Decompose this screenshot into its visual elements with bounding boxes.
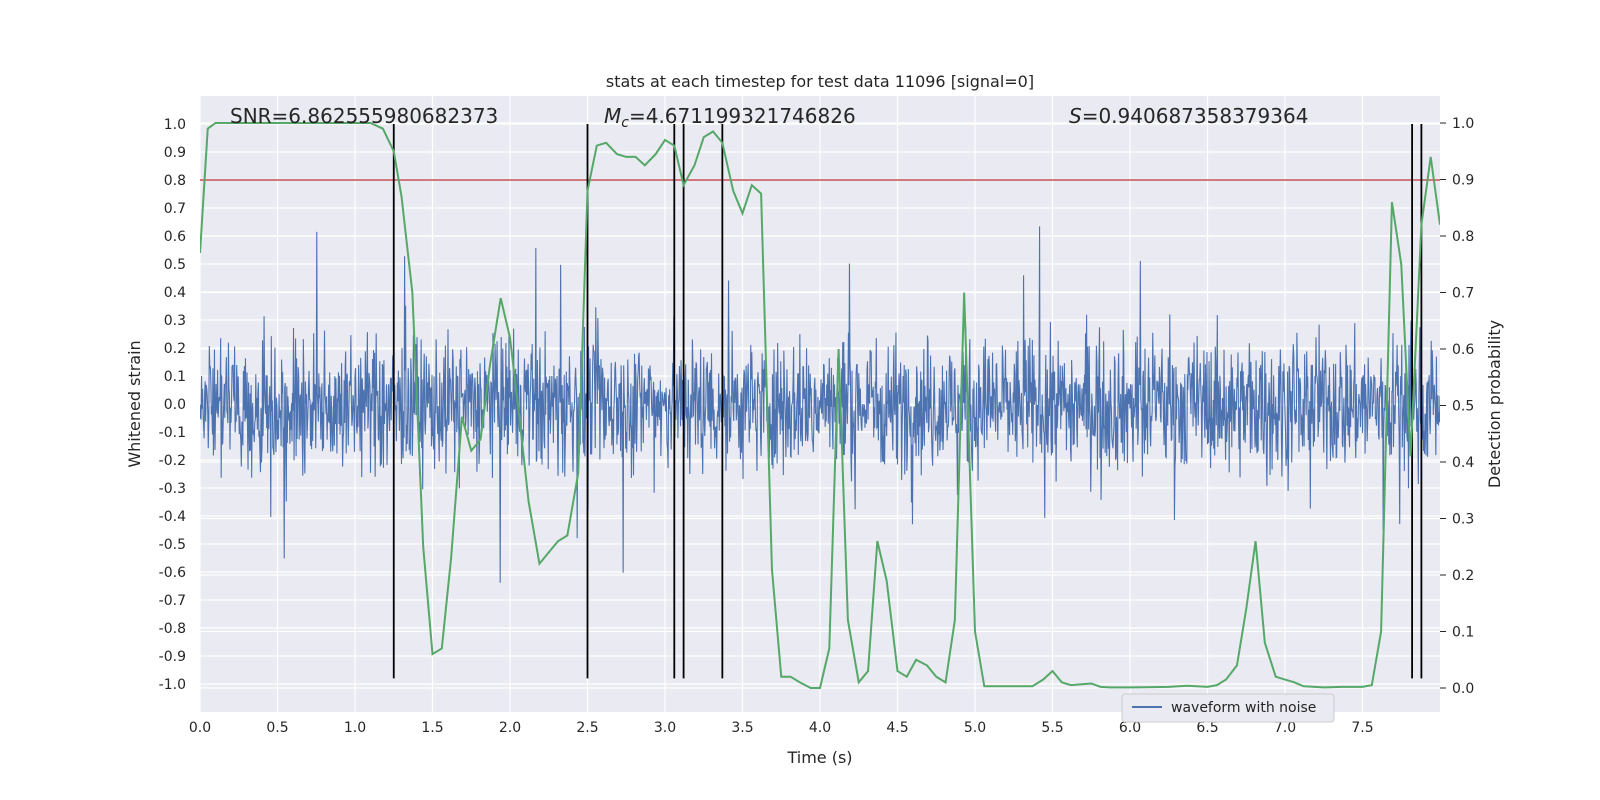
y-tick-label-left: -0.7 (159, 593, 186, 609)
x-tick-label: 0.5 (266, 720, 288, 736)
x-tick-label: 2.5 (576, 720, 598, 736)
y-tick-label-right: 0.1 (1452, 625, 1474, 641)
y-tick-label-left: 0.5 (164, 257, 186, 273)
y-tick-label-right: 0.2 (1452, 568, 1474, 584)
legend: waveform with noise (1121, 693, 1335, 723)
waveform-series (200, 226, 1440, 583)
x-axis-label: Time (s) (786, 748, 852, 767)
y-tick-label-left: -1.0 (159, 677, 186, 693)
x-tick-label: 1.5 (421, 720, 443, 736)
legend-label: waveform with noise (1171, 700, 1316, 716)
x-tick-label: 6.5 (1196, 720, 1218, 736)
x-tick-label: 6.0 (1119, 720, 1141, 736)
y-tick-label-left: 0.0 (164, 397, 186, 413)
x-tick-label: 5.5 (1041, 720, 1063, 736)
y-tick-label-right: 0.0 (1452, 681, 1474, 697)
s-annotation: S=0.940687358379364 (1069, 104, 1308, 128)
chart-title: stats at each timestep for test data 110… (606, 72, 1034, 91)
y-tick-label-left: -0.6 (159, 565, 186, 581)
y-tick-label-left: 0.8 (164, 173, 186, 189)
y-axis-label-left: Whitened strain (125, 340, 144, 467)
waveform-line (200, 226, 1440, 583)
legend-box (1121, 693, 1335, 723)
y-tick-label-left: 0.2 (164, 341, 186, 357)
y-tick-label-right: 0.4 (1452, 455, 1474, 471)
x-tick-label: 3.0 (654, 720, 676, 736)
y-tick-label-right: 0.8 (1452, 229, 1474, 245)
y-tick-label-left: -0.3 (159, 481, 186, 497)
x-tick-label: 4.0 (809, 720, 831, 736)
y-tick-label-right: 0.6 (1452, 342, 1474, 358)
x-ticks: 0.0 0.5 1.0 1.5 2.0 2.5 3.0 3.5 4.0 4.5 5.0 5.5 6.0 6… (189, 720, 1374, 736)
y-tick-label-right: 0.5 (1452, 399, 1474, 415)
y-tick-label-left: -0.5 (159, 537, 186, 553)
x-tick-label: 3.5 (731, 720, 753, 736)
x-tick-label: 7.0 (1274, 720, 1296, 736)
mc-annotation: Mc=4.671199321746826 (604, 104, 856, 131)
y-axis-label-right: Detection probability (1485, 320, 1504, 488)
y-tick-label-left: -0.2 (159, 453, 186, 469)
mc-value: =4.671199321746826 (629, 104, 856, 128)
y-tick-label-left: 0.3 (164, 313, 186, 329)
s-symbol: S (1069, 104, 1082, 128)
vertical-markers (392, 124, 1423, 679)
y-tick-label-right: 0.9 (1452, 173, 1474, 189)
y-tick-label-left: 0.9 (164, 145, 186, 161)
s-value: =0.940687358379364 (1082, 104, 1309, 128)
x-tick-label: 5.0 (964, 720, 986, 736)
y-ticks-left: 1.0 0.9 0.8 0.7 0.6 0.5 0.4 0.3 0.2 0.1 0.0 -0.1 -0.… (159, 117, 186, 693)
x-tick-label: 4.5 (886, 720, 908, 736)
y-tick-label-left: -0.8 (159, 621, 186, 637)
y-tick-label-left: -0.1 (159, 425, 186, 441)
y-ticks-right: 1.0 0.9 0.8 0.7 0.6 0.5 0.4 0.3 0.2 0.1 0.0 (1440, 116, 1474, 697)
y-tick-label-left: 0.7 (164, 201, 186, 217)
y-tick-label-left: -0.9 (159, 649, 186, 665)
y-tick-label-right: 0.7 (1452, 286, 1474, 302)
mc-symbol: M (604, 104, 621, 128)
y-tick-label-left: 0.6 (164, 229, 186, 245)
mc-subscript: c (621, 115, 629, 131)
snr-annotation: SNR=6.862555980682373 (230, 104, 498, 128)
x-tick-label: 1.0 (344, 720, 366, 736)
y-tick-label-left: 1.0 (164, 117, 186, 133)
y-tick-label-left: 0.4 (164, 285, 186, 301)
x-tick-label: 2.0 (499, 720, 521, 736)
y-tick-label-right: 1.0 (1452, 116, 1474, 132)
x-tick-label: 7.5 (1351, 720, 1373, 736)
probability-series (200, 122, 1440, 689)
x-tick-label: 0.0 (189, 720, 211, 736)
y-tick-label-right: 0.3 (1452, 512, 1474, 528)
y-tick-label-left: -0.4 (159, 509, 186, 525)
y-tick-label-left: 0.1 (164, 369, 186, 385)
